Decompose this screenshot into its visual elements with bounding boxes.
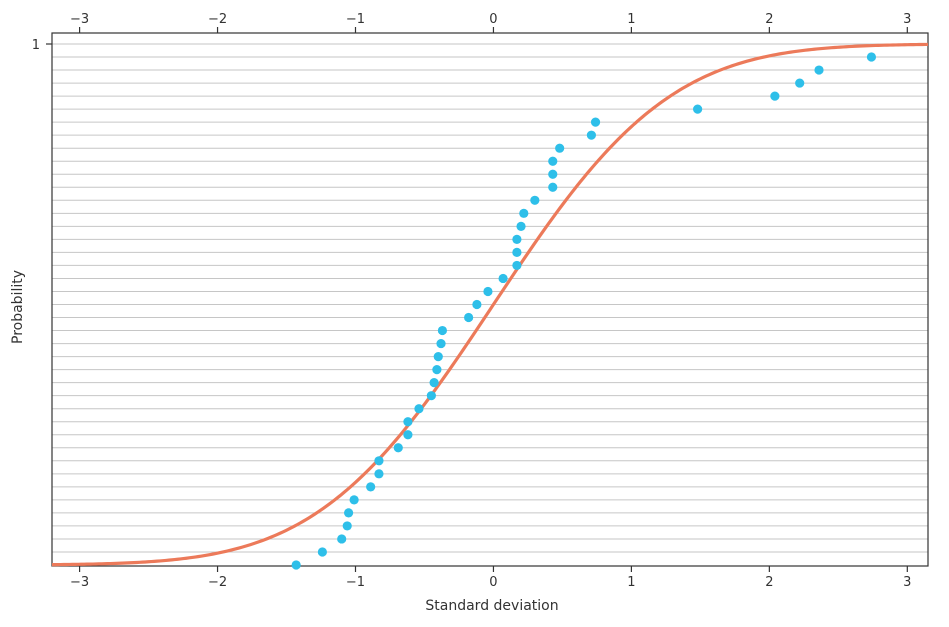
- y-axis-title: Probability: [10, 270, 26, 344]
- data-point: [436, 338, 446, 349]
- bottom-tick-label: −1: [346, 575, 365, 590]
- data-point: [432, 365, 442, 375]
- data-point: [512, 234, 522, 244]
- data-point: [548, 156, 558, 166]
- grid-lines: [52, 43, 928, 553]
- data-point: [426, 391, 436, 401]
- data-point: [429, 378, 439, 388]
- x-axis-title: Standard deviation: [425, 598, 558, 614]
- data-point: [414, 404, 424, 414]
- data-point: [516, 221, 526, 231]
- plot-frame: [51, 32, 929, 567]
- data-point: [770, 91, 780, 101]
- data-point: [586, 130, 596, 140]
- top-axis: −3 −2 −1 0 1 2 3: [70, 12, 911, 33]
- data-point: [403, 417, 413, 427]
- bottom-axis: −3 −2 −1 0 1 2 3: [70, 566, 911, 590]
- data-point: [548, 182, 558, 192]
- data-points: [291, 52, 877, 570]
- data-point: [349, 495, 359, 505]
- data-point: [342, 521, 352, 531]
- data-point: [343, 508, 354, 518]
- data-point: [472, 299, 482, 310]
- top-tick-label: 0: [489, 12, 497, 27]
- data-point: [555, 143, 565, 153]
- data-point: [337, 534, 347, 544]
- top-tick-label: −3: [70, 12, 89, 27]
- data-point: [590, 117, 601, 127]
- y-tick-label: 1: [32, 38, 40, 53]
- bottom-tick-label: −2: [208, 575, 227, 590]
- data-point: [814, 65, 824, 75]
- left-axis: 1: [32, 38, 52, 53]
- bottom-tick-label: −3: [70, 575, 89, 590]
- top-tick-label: −1: [346, 12, 365, 27]
- data-point: [366, 482, 376, 492]
- bottom-tick-label: 2: [765, 575, 773, 590]
- data-point: [374, 456, 384, 466]
- bottom-tick-label: 0: [489, 575, 497, 590]
- data-point: [317, 547, 327, 557]
- data-point: [512, 260, 522, 271]
- data-point: [403, 430, 413, 440]
- data-point: [548, 169, 558, 179]
- bottom-tick-label: 3: [903, 575, 911, 590]
- data-point: [483, 286, 493, 297]
- data-point: [530, 195, 540, 205]
- data-point: [795, 78, 805, 88]
- top-tick-label: −2: [208, 12, 227, 27]
- data-point: [393, 443, 403, 453]
- bottom-tick-label: 1: [627, 575, 635, 590]
- data-point: [693, 104, 703, 114]
- data-point: [866, 52, 877, 62]
- data-point: [519, 208, 529, 218]
- data-point: [437, 325, 448, 336]
- top-tick-label: 3: [903, 12, 911, 27]
- data-point: [433, 352, 443, 362]
- data-point: [374, 469, 384, 479]
- data-point: [512, 247, 522, 257]
- cdf-curve: [51, 42, 929, 567]
- top-tick-label: 2: [765, 12, 773, 27]
- data-point: [498, 273, 508, 284]
- data-point: [291, 560, 301, 570]
- data-point: [464, 312, 474, 323]
- top-tick-label: 1: [627, 12, 635, 27]
